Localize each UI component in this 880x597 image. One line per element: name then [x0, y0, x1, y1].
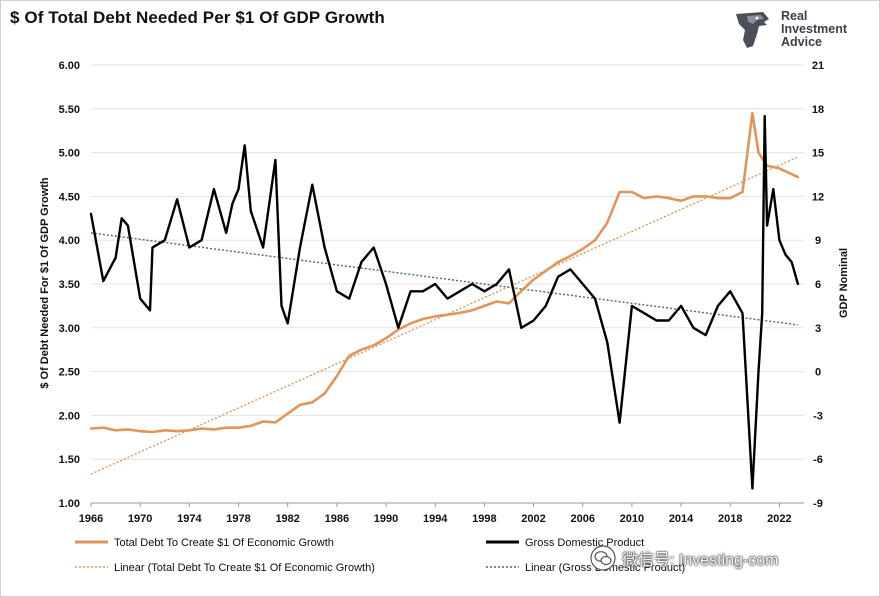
y-tick-label-left: 5.00: [59, 148, 80, 160]
y-tick-label-left: 6.00: [59, 60, 80, 72]
y-tick-label-left: 2.00: [59, 410, 80, 422]
series-line-debt: [89, 111, 800, 434]
y-tick-label-left: 5.50: [59, 104, 80, 116]
x-tick-label: 2022: [767, 513, 791, 525]
wechat-icon: [590, 545, 616, 571]
legend-label-debt-trend: Linear (Total Debt To Create $1 Of Econo…: [114, 562, 375, 574]
trendlines: [90, 156, 799, 475]
x-tick-label: 2014: [669, 513, 694, 525]
x-tick-label: 1966: [79, 513, 103, 525]
y-tick-label-right: 12: [812, 191, 824, 203]
series-line-gdp: [89, 114, 800, 490]
y-tick-label-right: 3: [815, 323, 821, 335]
y-tick-label-left: 4.00: [59, 235, 80, 247]
legend-label-gdp: Gross Domestic Product: [525, 537, 644, 549]
x-tick-label: 1982: [275, 513, 299, 525]
logo-text-line2: Investment: [781, 22, 847, 36]
x-tick-label: 1994: [423, 513, 448, 525]
logo-text-line1: Real: [781, 9, 808, 23]
y-tick-label-left: 4.50: [59, 191, 80, 203]
x-tick-label: 1970: [128, 513, 152, 525]
y-tick-label-right: 0: [815, 367, 821, 379]
x-tick-label: 1998: [472, 513, 496, 525]
eagle-head-icon: [736, 12, 769, 48]
y-tick-label-right: 21: [812, 60, 824, 72]
y-axis-label-right: GDP Nominal: [838, 248, 850, 318]
brand-logo: Real Investment Advice: [733, 10, 868, 54]
y-tick-label-right: -6: [813, 454, 823, 466]
x-tick-label: 1974: [177, 513, 202, 525]
y-tick-label-right: 6: [815, 279, 821, 291]
trendline-debt: [90, 156, 799, 475]
y-tick-label-left: 1.50: [59, 454, 80, 466]
x-tick-label: 2002: [521, 513, 545, 525]
legend: Total Debt To Create $1 Of Economic Grow…: [75, 537, 685, 574]
watermark: 微信号: Investing-com: [590, 541, 779, 575]
y-axis-label-left: $ Of Debt Needed For $1 Of GDP Growth: [39, 177, 51, 389]
x-tick-label: 1978: [226, 513, 250, 525]
chart-title: $ Of Total Debt Needed Per $1 Of GDP Gro…: [10, 8, 385, 27]
legend-label-debt: Total Debt To Create $1 Of Economic Grow…: [114, 537, 334, 549]
y-tick-label-right: 9: [815, 235, 821, 247]
x-tick-label: 2006: [570, 513, 594, 525]
x-tick-label: 2018: [718, 513, 742, 525]
y-tick-label-left: 2.50: [59, 367, 80, 379]
y-tick-label-left: 3.50: [59, 279, 80, 291]
trendline-gdp: [90, 232, 798, 326]
axes: 1.00 1.50 2.00 2.50 3.00 3.50 4.00 4.50 5.00 5.50…: [59, 60, 825, 525]
x-tick-label: 2010: [620, 513, 644, 525]
watermark-text: 微信号: Investing-com: [622, 552, 779, 569]
logo-text-line3: Advice: [781, 35, 822, 49]
y-tick-label-left: 3.00: [59, 323, 80, 335]
y-tick-label-left: 1.00: [59, 498, 80, 510]
x-tick-label: 1986: [325, 513, 349, 525]
grid-lines: [91, 64, 804, 504]
y-tick-label-right: -3: [813, 410, 823, 422]
y-tick-label-right: -9: [813, 498, 823, 510]
y-tick-label-right: 15: [812, 148, 824, 160]
series-lines: [89, 111, 800, 490]
y-tick-label-right: 18: [812, 104, 824, 116]
x-tick-label: 1990: [374, 513, 398, 525]
